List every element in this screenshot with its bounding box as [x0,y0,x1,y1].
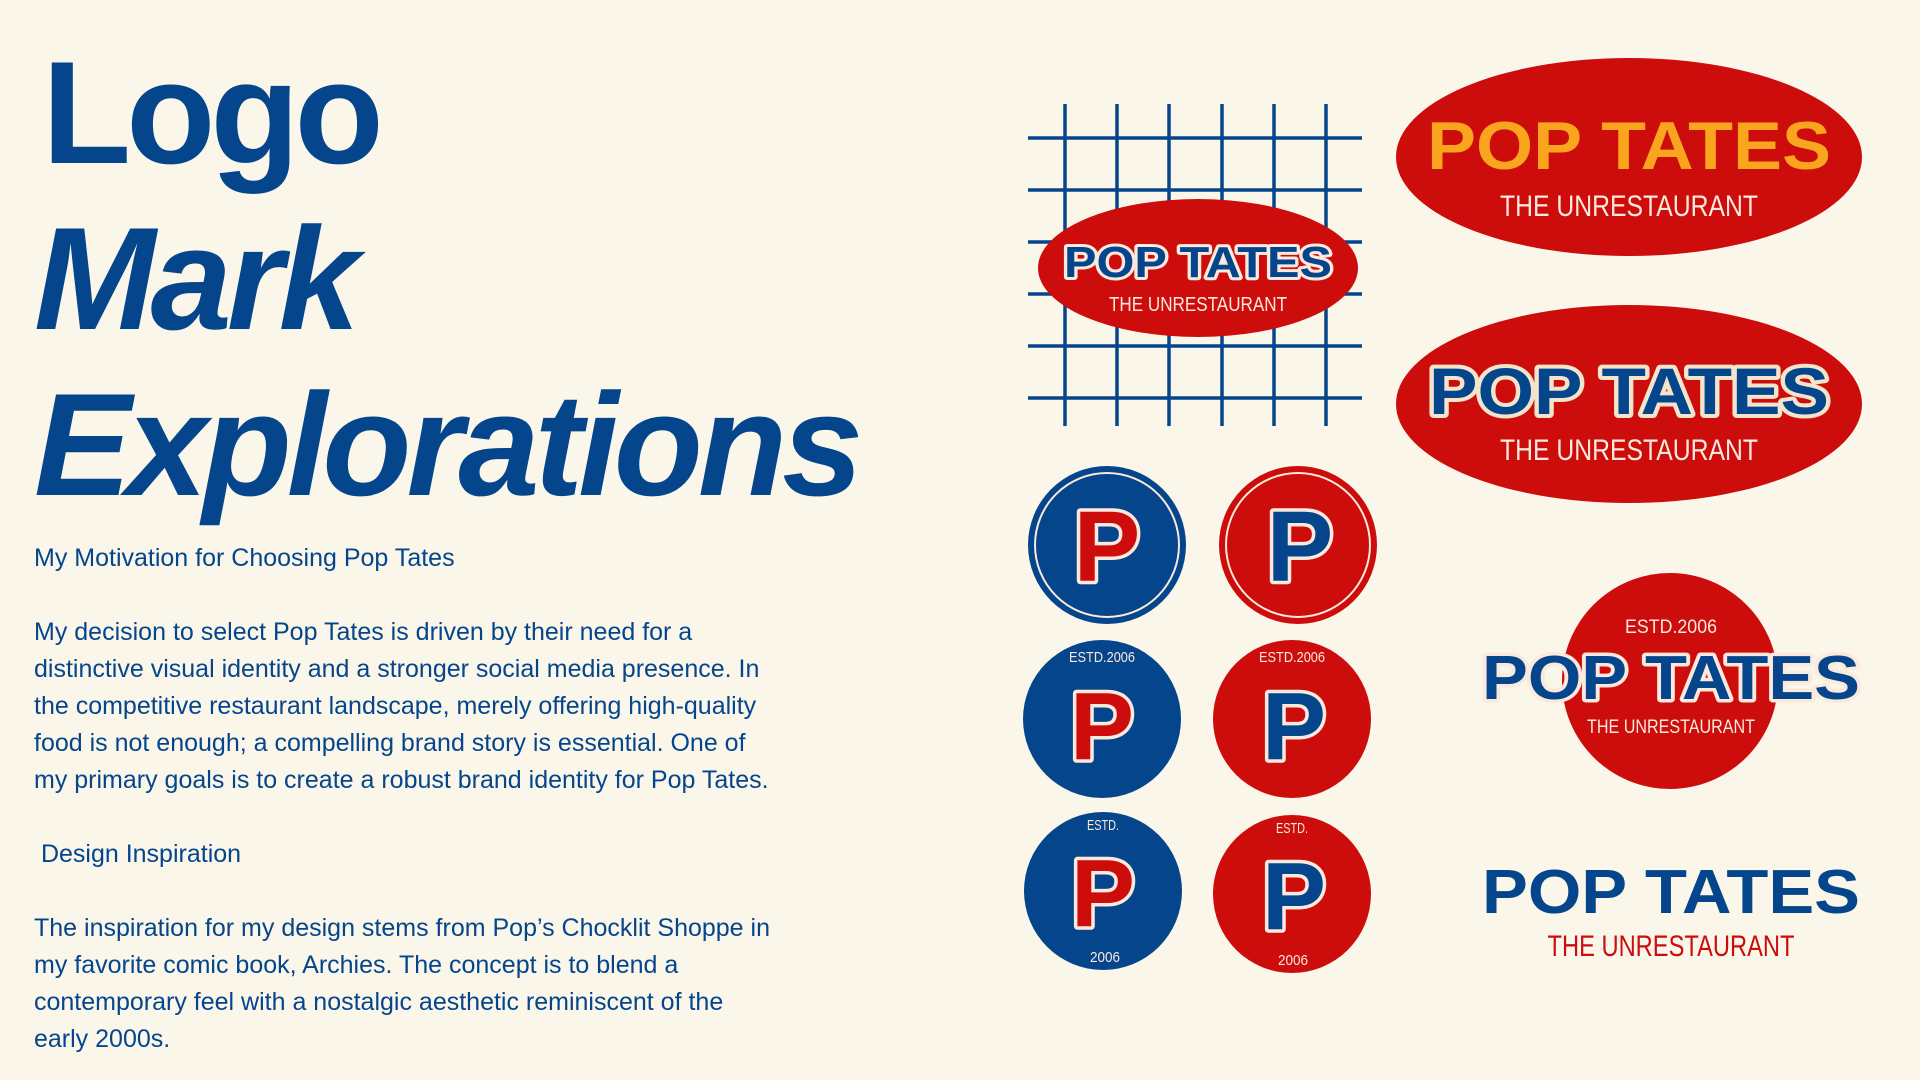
monogram: P [1267,491,1334,603]
badge-ring [1225,472,1371,618]
title-line-explorations: Explorations [34,363,863,526]
section-heading: Design Inspiration [34,840,242,868]
inspiration-section: Design Inspiration The inspiration for m… [34,836,770,1058]
paragraph-line: My decision to select Pop Tates is drive… [34,618,693,646]
logo-name: POP TATES [1064,238,1332,287]
logo-tagline: THE UNRESTAURANT [1548,930,1795,963]
paragraph-line: early 2000s. [34,1025,171,1053]
badge-blue-estd: ESTD.2006 P [1023,640,1181,798]
logo-tagline: THE UNRESTAURANT [1109,294,1287,316]
badge-estd: ESTD.2006 [1259,649,1325,666]
paragraph-line: contemporary feel with a nostalgic aesth… [34,988,724,1016]
logo-name: POP TATES [1427,108,1831,184]
badge-year: 2006 [1278,952,1308,969]
paragraph-line: the competitive restaurant landscape, me… [34,692,757,720]
title-line-logo: Logo [42,31,384,194]
badge-blue-year: ESTD. P 2006 [1024,812,1182,970]
logo-tagline: THE UNRESTAURANT [1587,717,1755,738]
badge-red-ring: P [1219,466,1377,624]
badge-estd: ESTD. [1087,817,1119,834]
badge-estd: ESTD. [1276,820,1308,837]
logo-name: POP TATES [1482,644,1860,713]
badge-estd: ESTD.2006 [1069,649,1135,666]
badge-ring [1034,472,1180,618]
monogram: P [1074,491,1141,603]
motivation-section: My Motivation for Choosing Pop Tates My … [34,540,769,799]
oval-logo-blue: POP TATES THE UNRESTAURANT [1396,305,1862,503]
logo-oval [1038,199,1358,337]
section-heading: My Motivation for Choosing Pop Tates [34,544,455,572]
monogram: P [1070,673,1134,780]
oval-logo-yellow: POP TATES THE UNRESTAURANT [1396,58,1862,256]
badge-year: 2006 [1090,949,1120,966]
logo-oval [1396,58,1862,256]
logo-oval [1396,305,1862,503]
badge-red-year: ESTD. P 2006 [1213,815,1371,973]
paragraph-line: my primary goals is to create a robust b… [34,766,769,794]
paragraph-line: The inspiration for my design stems from… [34,914,770,942]
badge-red-estd: ESTD.2006 P [1213,640,1371,798]
monogram: P [1262,673,1326,780]
logo-tagline: THE UNRESTAURANT [1500,434,1758,467]
paragraph-line: my favorite comic book, Archies. The con… [34,951,679,979]
logo-name: POP TATES [1429,354,1829,428]
badge-blue-ring: P [1028,466,1186,624]
logo-name: POP TATES [1482,858,1860,927]
monogram: P [1071,840,1135,947]
grid-logo: POP TATES THE UNRESTAURANT [1028,104,1362,426]
wordmark-logo: POP TATES THE UNRESTAURANT [1482,858,1860,963]
circle-emblem-logo: ESTD.2006 POP TATES THE UNRESTAURANT [1479,573,1864,789]
monogram: P [1262,843,1326,950]
title-line-mark: Mark [34,197,360,360]
paragraph-line: distinctive visual identity and a strong… [34,655,760,683]
logo-tagline: THE UNRESTAURANT [1500,190,1758,223]
emblem-estd: ESTD.2006 [1625,617,1717,638]
paragraph-line: food is not enough; a compelling brand s… [34,729,746,757]
page-title: Logo Mark Explorations [34,30,863,528]
